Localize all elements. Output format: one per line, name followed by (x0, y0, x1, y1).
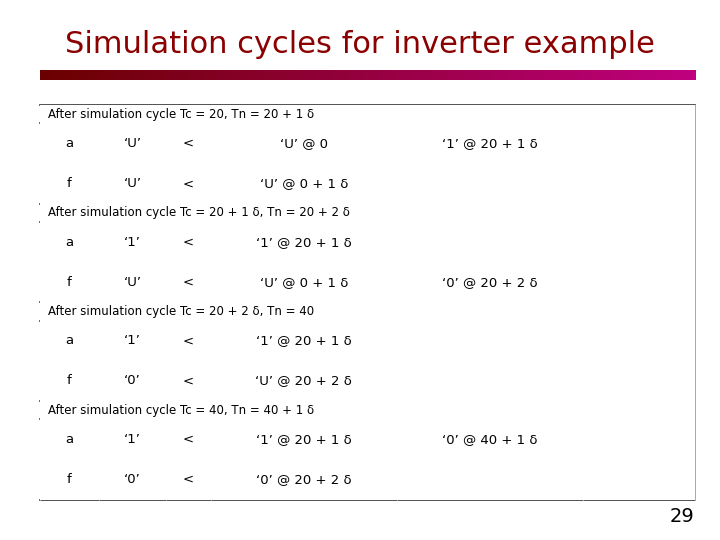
Text: 29: 29 (670, 508, 695, 526)
Text: ‘1’: ‘1’ (125, 433, 141, 446)
Text: f: f (67, 276, 72, 289)
Text: After simulation cycle Tc = 20 + 1 δ, Tn = 20 + 2 δ: After simulation cycle Tc = 20 + 1 δ, Tn… (48, 206, 350, 219)
Text: <: < (183, 433, 194, 446)
Text: ‘U’ @ 0: ‘U’ @ 0 (280, 137, 328, 150)
Text: a: a (66, 334, 73, 347)
Text: f: f (67, 473, 72, 486)
Text: ‘U’ @ 20 + 2 δ: ‘U’ @ 20 + 2 δ (256, 374, 352, 387)
Text: ‘0’ @ 40 + 1 δ: ‘0’ @ 40 + 1 δ (442, 433, 538, 446)
Text: <: < (183, 177, 194, 190)
Text: <: < (183, 276, 194, 289)
Text: f: f (67, 177, 72, 190)
Text: After simulation cycle Tc = 40, Tn = 40 + 1 δ: After simulation cycle Tc = 40, Tn = 40 … (48, 403, 315, 416)
Text: ‘U’: ‘U’ (124, 137, 142, 150)
Text: ‘0’ @ 20 + 2 δ: ‘0’ @ 20 + 2 δ (256, 473, 352, 486)
Text: After simulation cycle Tc = 20 + 2 δ, Tn = 40: After simulation cycle Tc = 20 + 2 δ, Tn… (48, 305, 315, 318)
Text: <: < (183, 137, 194, 150)
Text: After simulation cycle Tc = 20, Tn = 20 + 1 δ: After simulation cycle Tc = 20, Tn = 20 … (48, 108, 315, 121)
Text: <: < (183, 334, 194, 347)
Text: <: < (183, 235, 194, 248)
Text: f: f (67, 374, 72, 387)
Text: a: a (66, 433, 73, 446)
Text: ‘1’ @ 20 + 1 δ: ‘1’ @ 20 + 1 δ (256, 235, 352, 248)
Text: Simulation cycles for inverter example: Simulation cycles for inverter example (65, 30, 655, 59)
Text: a: a (66, 137, 73, 150)
Text: ‘1’: ‘1’ (125, 235, 141, 248)
Text: <: < (183, 374, 194, 387)
Text: ‘U’: ‘U’ (124, 276, 142, 289)
Text: ‘0’ @ 20 + 2 δ: ‘0’ @ 20 + 2 δ (442, 276, 538, 289)
Text: a: a (66, 235, 73, 248)
Text: ‘0’: ‘0’ (125, 374, 141, 387)
Text: ‘U’ @ 0 + 1 δ: ‘U’ @ 0 + 1 δ (260, 276, 348, 289)
Text: ‘1’ @ 20 + 1 δ: ‘1’ @ 20 + 1 δ (442, 137, 538, 150)
Text: ‘0’: ‘0’ (125, 473, 141, 486)
Text: ‘1’: ‘1’ (125, 334, 141, 347)
Text: <: < (183, 473, 194, 486)
Text: ‘U’ @ 0 + 1 δ: ‘U’ @ 0 + 1 δ (260, 177, 348, 190)
Text: ‘1’ @ 20 + 1 δ: ‘1’ @ 20 + 1 δ (256, 433, 352, 446)
Text: ‘U’: ‘U’ (124, 177, 142, 190)
Text: ‘1’ @ 20 + 1 δ: ‘1’ @ 20 + 1 δ (256, 334, 352, 347)
